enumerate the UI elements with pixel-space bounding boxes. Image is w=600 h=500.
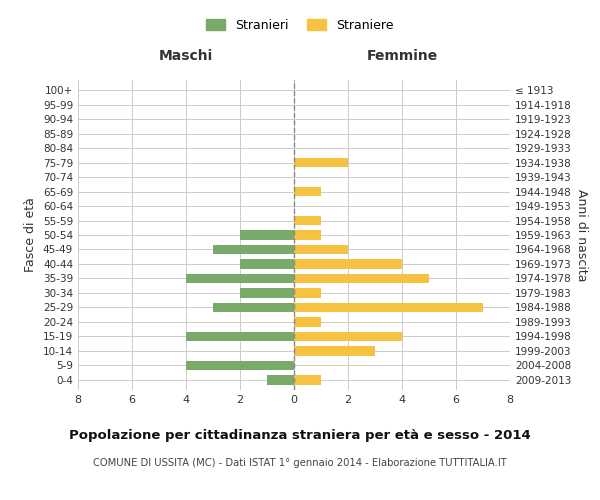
Bar [294, 346, 375, 356]
Bar [294, 245, 348, 254]
Bar [294, 302, 483, 312]
Text: Femmine: Femmine [367, 48, 437, 62]
Bar [294, 375, 321, 384]
Bar [186, 332, 294, 341]
Bar [294, 274, 429, 283]
Text: Popolazione per cittadinanza straniera per età e sesso - 2014: Popolazione per cittadinanza straniera p… [69, 430, 531, 442]
Text: COMUNE DI USSITA (MC) - Dati ISTAT 1° gennaio 2014 - Elaborazione TUTTITALIA.IT: COMUNE DI USSITA (MC) - Dati ISTAT 1° ge… [93, 458, 507, 468]
Bar [240, 288, 294, 298]
Bar [240, 230, 294, 239]
Bar [240, 260, 294, 268]
Y-axis label: Fasce di età: Fasce di età [25, 198, 37, 272]
Bar [294, 317, 321, 326]
Bar [294, 158, 348, 168]
Text: Maschi: Maschi [159, 48, 213, 62]
Y-axis label: Anni di nascita: Anni di nascita [575, 188, 588, 281]
Bar [213, 302, 294, 312]
Bar [294, 332, 402, 341]
Bar [294, 187, 321, 196]
Bar [294, 216, 321, 225]
Bar [186, 360, 294, 370]
Bar [294, 230, 321, 239]
Bar [267, 375, 294, 384]
Legend: Stranieri, Straniere: Stranieri, Straniere [202, 14, 398, 37]
Bar [213, 245, 294, 254]
Bar [294, 288, 321, 298]
Bar [186, 274, 294, 283]
Bar [294, 260, 402, 268]
